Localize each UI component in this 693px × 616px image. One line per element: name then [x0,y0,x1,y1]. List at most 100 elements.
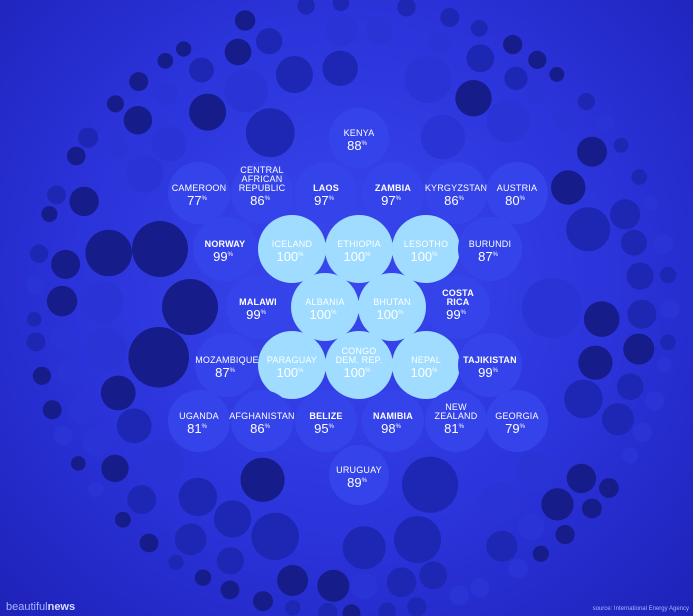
bubble-circle [426,275,490,339]
country-label: AUSTRIA [497,183,537,193]
filler-bubble [419,561,448,590]
filler-bubble [104,134,128,159]
filler-bubble [189,93,227,131]
filler-bubble [240,457,285,502]
country-label: BURUNDI [469,239,511,249]
filler-bubble [279,0,296,18]
filler-bubble [466,44,495,73]
filler-bubble [622,447,639,464]
country-label: NAMIBIA [373,411,413,421]
value-label: 100% [309,307,337,322]
bubble-circle [226,275,290,339]
filler-bubble [277,565,309,596]
filler-bubble [645,391,665,411]
filler-bubble [176,41,192,57]
filler-bubble [404,55,452,103]
value-label: 86% [444,193,464,208]
bubble-circle [258,331,326,399]
country-label: TAJIKISTAN [463,355,517,365]
filler-bubble [582,498,602,519]
filler-bubble [553,107,577,131]
filler-bubble [318,603,338,616]
value-label: 80% [505,193,525,208]
country-label: CAMEROON [172,183,227,193]
country-label: MALAWI [239,297,277,307]
filler-bubble [627,299,657,329]
filler-bubble [57,358,83,384]
filler-bubble [132,221,188,277]
bubble-circle [295,390,357,452]
bubble-circle [458,333,522,397]
country-label: LESOTHO [404,239,448,249]
value-label: 79% [505,421,525,436]
bubble-circle [329,108,389,168]
value-label: 95% [314,421,334,436]
filler-bubble [224,38,252,66]
value-label: 86% [250,421,270,436]
filler-bubble [317,569,350,602]
bubble-circle [458,217,522,281]
filler-bubble [532,545,549,562]
filler-bubble [127,485,157,515]
filler-bubble [549,67,565,82]
bubble-circle [329,445,389,505]
value-label: 89% [347,475,367,490]
filler-bubble [541,488,574,521]
filler-bubble [189,57,214,83]
filler-bubble [599,478,619,498]
filler-bubble [508,558,528,579]
value-label: 100% [410,249,438,264]
filler-bubble [234,10,256,31]
bubble-circle [362,162,424,224]
filler-bubble [657,358,672,373]
country-label: ALBANIA [305,297,344,307]
country-label: AFGHANISTAN [229,411,295,421]
filler-bubble [503,35,523,55]
country-label: COSTA RICA [442,288,474,307]
value-label: 100% [343,249,371,264]
filler-bubble [214,500,252,538]
filler-bubble [659,266,677,284]
country-label: CENTRAL AFRICAN REPUBLIC [239,165,286,193]
filler-bubble [342,526,386,570]
filler-bubble [518,513,545,541]
filler-bubble [486,98,531,143]
filler-bubble [71,456,86,471]
filler-bubble [470,19,488,37]
filler-bubble [455,80,492,117]
filler-bubble [107,95,124,113]
filler-bubble [515,451,556,492]
filler-bubble [137,439,184,486]
filler-bubble [578,345,613,380]
country-label: NORWAY [205,239,246,249]
country-label: CONGO DEM. REP. [336,346,383,365]
country-label: KYRGYZSTAN [425,183,487,193]
filler-bubble [128,327,189,388]
filler-bubble [174,523,207,556]
filler-bubble [256,28,283,55]
value-label: 97% [314,193,334,208]
filler-bubble [616,373,644,401]
filler-bubble [69,186,99,217]
country-label: NEPAL [411,355,441,365]
filler-bubble [178,477,217,517]
filler-bubble [152,126,187,162]
filler-bubble [528,50,547,69]
country-label: BHUTAN [373,297,411,307]
country-label: ZAMBIA [375,183,411,193]
filler-bubble [116,408,152,444]
bubble-circle [295,162,357,224]
filler-bubble [297,0,315,15]
